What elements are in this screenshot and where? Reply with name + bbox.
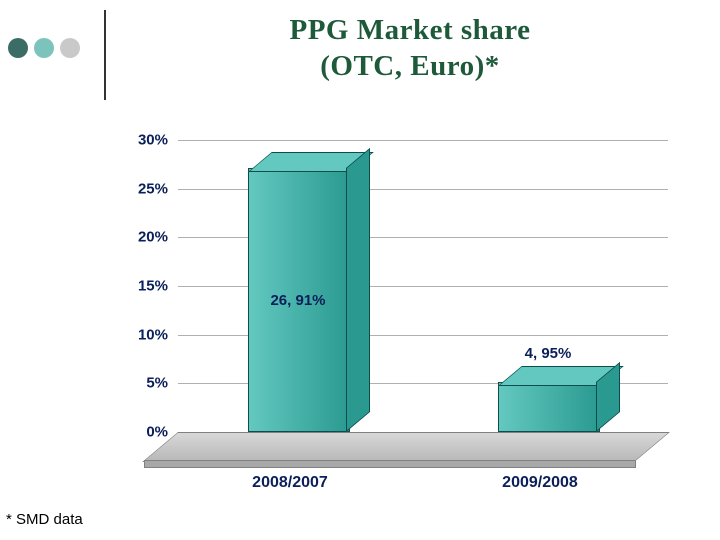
footnote: * SMD data [6, 511, 83, 528]
dot-1 [8, 38, 28, 58]
y-tick-label: 15% [120, 278, 168, 295]
y-axis-labels: 0%5%10%15%20%25%30% [120, 140, 174, 460]
slide-title: PPG Market share (OTC, Euro)* [150, 12, 670, 85]
bar-value-label: 4, 95% [488, 345, 608, 362]
bar: 4, 95% [498, 384, 598, 432]
dot-2 [34, 38, 54, 58]
dot-3 [60, 38, 80, 58]
plot-area: 26, 91% 4, 95% [178, 140, 668, 460]
grid-line [178, 140, 668, 141]
title-line1: PPG Market share [289, 14, 530, 46]
y-tick-label: 10% [120, 326, 168, 343]
bar: 26, 91% [248, 170, 348, 432]
y-tick-label: 20% [120, 229, 168, 246]
marketshare-chart: 0%5%10%15%20%25%30% 26, 91%4, 95% 2008/2… [120, 140, 680, 500]
x-tick-label: 2008/2007 [210, 474, 370, 492]
title-line2: (OTC, Euro)* [320, 50, 499, 82]
y-tick-label: 5% [120, 375, 168, 392]
decor-vertical-line [104, 10, 106, 100]
bar-value-label: 26, 91% [238, 292, 358, 309]
chart-floor [178, 432, 668, 460]
decor-dots [8, 38, 80, 58]
y-tick-label: 25% [120, 180, 168, 197]
x-tick-label: 2009/2008 [460, 474, 620, 492]
y-tick-label: 0% [120, 424, 168, 441]
y-tick-label: 30% [120, 132, 168, 149]
